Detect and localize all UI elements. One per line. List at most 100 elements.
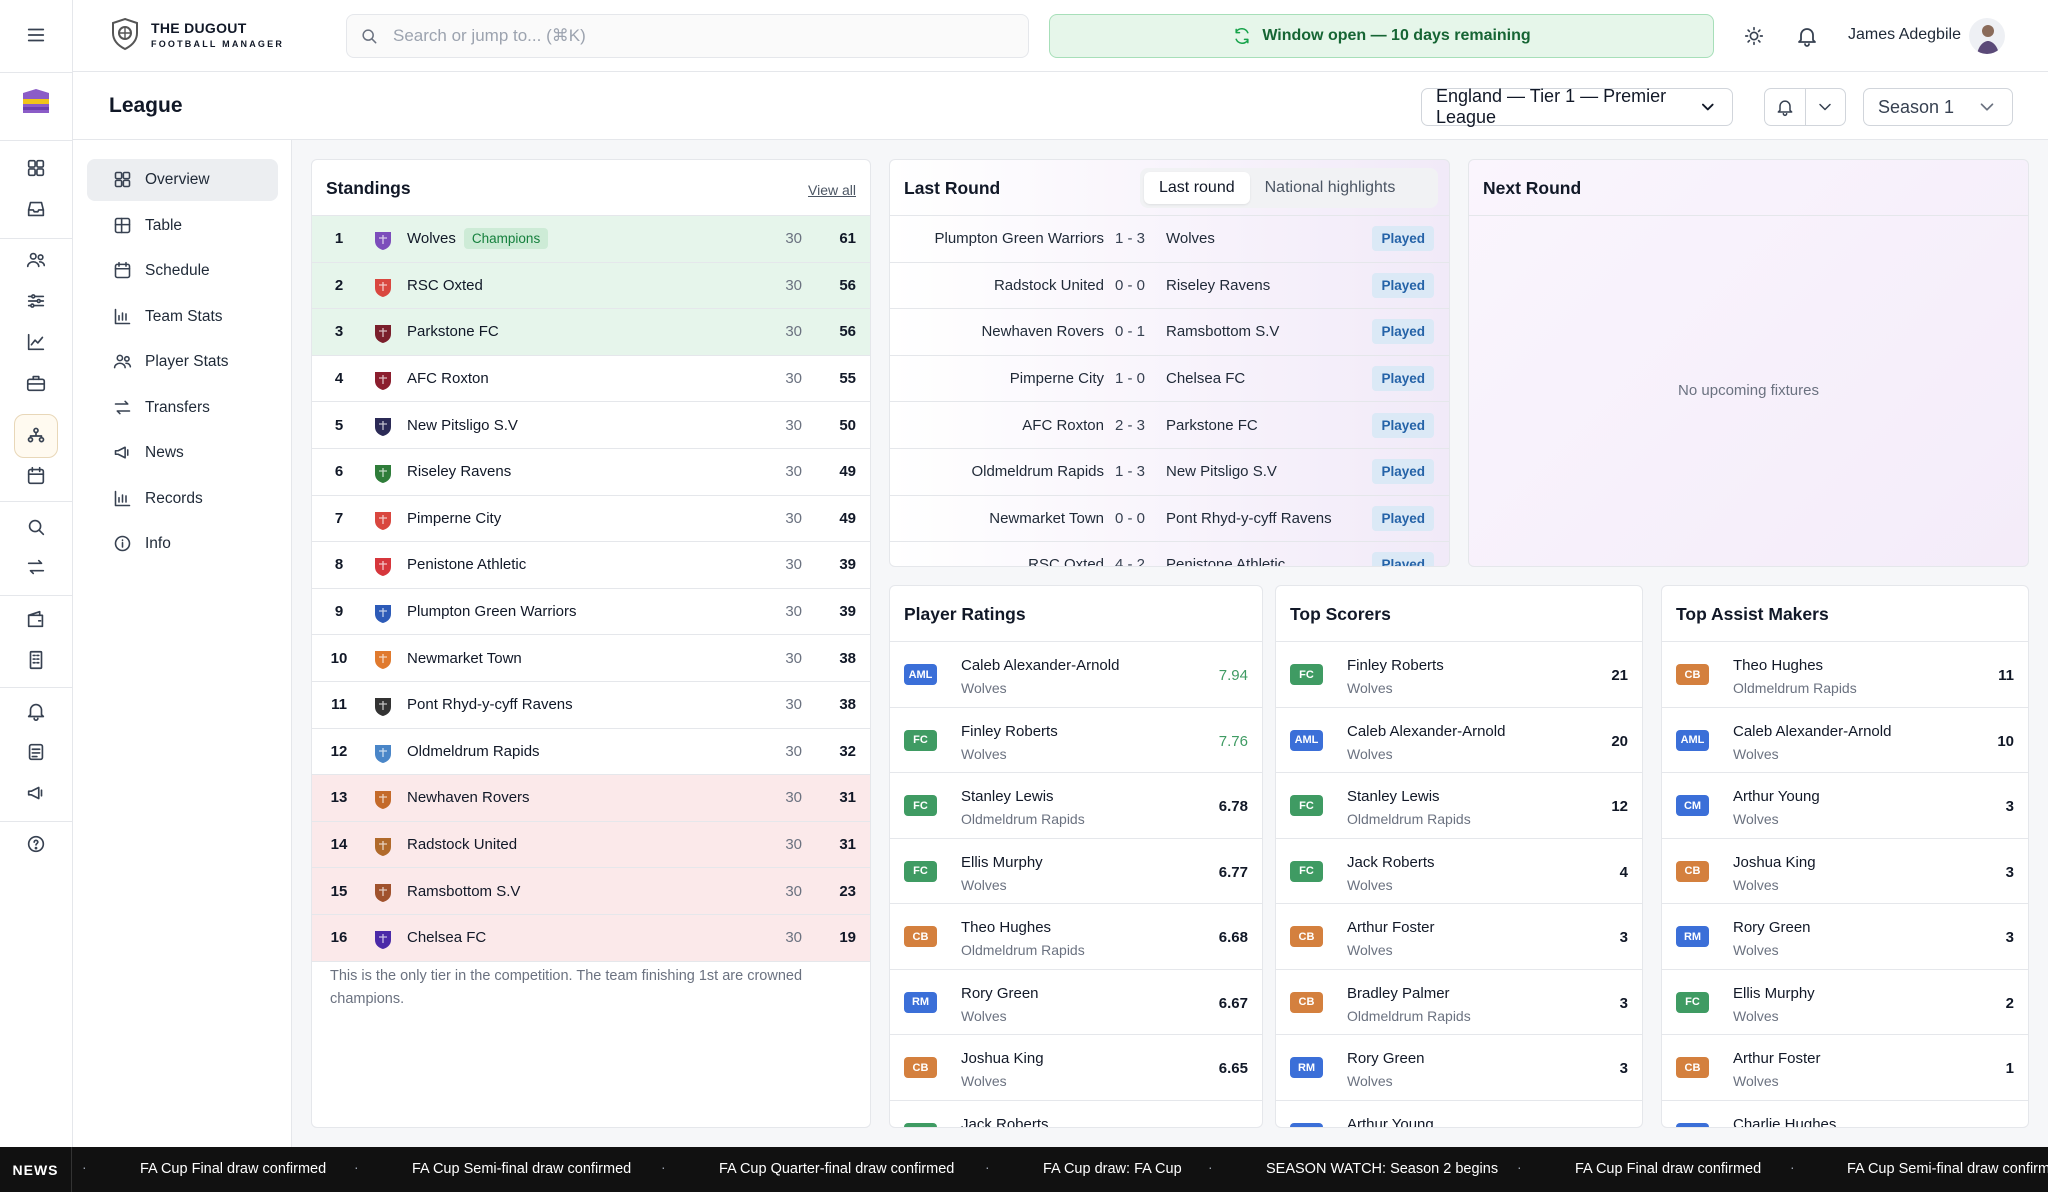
league-select[interactable]: England — Tier 1 — Premier League — [1421, 86, 1733, 127]
ticker-item[interactable]: SEASON WATCH: Season 2 begins — [1266, 1161, 1499, 1177]
match-row[interactable]: Oldmeldrum Rapids 1 - 3 New Pitsligo S.V Pl… — [890, 449, 1449, 496]
standings-row[interactable]: 16 Chelsea FC 30 19 — [312, 915, 870, 962]
ticker-item[interactable]: FA Cup Final draw confirmed — [1575, 1161, 1762, 1177]
nav-overview[interactable]: Overview — [87, 159, 278, 201]
search-bar[interactable] — [346, 14, 1029, 58]
player-row[interactable]: RM Rory Green Wolves 6.67 — [890, 970, 1262, 1035]
player-row[interactable]: CB Theo Hughes Oldmeldrum Rapids 11 — [1662, 642, 2028, 708]
player-row[interactable]: FC Jack Roberts — [890, 1101, 1262, 1127]
standings-row[interactable]: 14 Radstock United 30 31 — [312, 821, 870, 869]
match-row[interactable]: Pimperne City 1 - 0 Chelsea FC Played — [890, 356, 1449, 403]
player-row[interactable]: AML Caleb Alexander-Arnold Wolves 10 — [1662, 708, 2028, 773]
brand-logo[interactable]: THE DUGOUT FOOTBALL MANAGER — [109, 17, 284, 51]
ticker-item[interactable]: FA Cup Semi-final draw confirmed — [412, 1161, 632, 1177]
match-row[interactable]: Newmarket Town 0 - 0 Pont Rhyd-y-cyff Rave… — [890, 496, 1449, 543]
nav-transfers[interactable]: Transfers — [87, 387, 278, 429]
ticker-item[interactable]: FA Cup Quarter-final draw confirmed — [719, 1161, 955, 1177]
standings-row[interactable]: 13 Newhaven Rovers 30 31 — [312, 775, 870, 822]
standings-row[interactable]: 1 Wolves Champions 30 61 — [312, 216, 870, 263]
stat-value: 11 — [1998, 667, 2014, 684]
dashboard-icon[interactable] — [0, 148, 72, 188]
nav-info[interactable]: Info — [87, 523, 278, 565]
squad-icon[interactable] — [0, 240, 72, 280]
no-fixtures-message: No upcoming fixtures — [1678, 382, 1819, 399]
player-row[interactable]: CM Arthur Young — [1276, 1101, 1642, 1127]
ticker-item[interactable]: FA Cup Final draw confirmed — [140, 1161, 327, 1177]
tab-last-round[interactable]: Last round — [1144, 172, 1250, 204]
standings-row[interactable]: 2 RSC Oxted 30 56 — [312, 262, 870, 310]
notifications-bell-icon[interactable] — [1795, 24, 1819, 48]
transfers-icon[interactable] — [0, 547, 72, 587]
nav-records[interactable]: Records — [87, 478, 278, 520]
help-icon[interactable] — [0, 824, 72, 864]
standings-row[interactable]: 9 Plumpton Green Warriors 30 39 — [312, 589, 870, 636]
match-row[interactable]: Newhaven Rovers 0 - 1 Ramsbottom S.V Played — [890, 309, 1449, 356]
standings-row[interactable]: 3 Parkstone FC 30 56 — [312, 309, 870, 356]
standings-row[interactable]: 15 Ramsbottom S.V 30 23 — [312, 868, 870, 915]
player-row[interactable]: FC Stanley Lewis Oldmeldrum Rapids 12 — [1276, 773, 1642, 839]
player-row[interactable]: CB Arthur Foster Wolves 3 — [1276, 904, 1642, 970]
player-row[interactable]: CM Arthur Young Wolves 3 — [1662, 773, 2028, 839]
search-input[interactable] — [393, 26, 1028, 46]
news-megaphone-icon[interactable] — [0, 773, 72, 813]
player-row[interactable]: FC Finley Roberts Wolves 21 — [1276, 642, 1642, 708]
standings-row[interactable]: 10 Newmarket Town 30 38 — [312, 635, 870, 682]
ticker-item[interactable]: FA Cup Semi-final draw confirmed — [1847, 1161, 2048, 1177]
nav-table[interactable]: Table — [87, 205, 278, 247]
tactics-icon[interactable] — [0, 281, 72, 321]
standings-row[interactable]: 8 Penistone Athletic 30 39 — [312, 542, 870, 589]
player-row[interactable]: CB Joshua King Wolves 6.65 — [890, 1035, 1262, 1101]
season-select[interactable]: Season 1 — [1863, 88, 2013, 126]
standings-row[interactable]: 12 Oldmeldrum Rapids 30 32 — [312, 729, 870, 776]
player-row[interactable]: FC Finley Roberts Wolves 7.76 — [890, 708, 1262, 773]
menu-icon[interactable] — [0, 15, 72, 55]
player-row[interactable]: FC Ellis Murphy Wolves 2 — [1662, 970, 2028, 1035]
player-row[interactable]: CB Joshua King Wolves 3 — [1662, 839, 2028, 904]
league-crest-icon[interactable] — [0, 82, 72, 122]
inbox-icon[interactable] — [0, 189, 72, 229]
ticker-item[interactable]: FA Cup draw: FA Cup — [1043, 1161, 1182, 1177]
standings-row[interactable]: 4 AFC Roxton 30 55 — [312, 356, 870, 403]
standings-row[interactable]: 11 Pont Rhyd-y-cyff Ravens 30 38 — [312, 682, 870, 729]
player-row[interactable]: AML Charlie Hughes — [1662, 1101, 2028, 1127]
player-row[interactable]: AML Caleb Alexander-Arnold Wolves 7.94 — [890, 642, 1262, 708]
theme-toggle-sun-icon[interactable] — [1743, 25, 1765, 47]
standings-row[interactable]: 7 Pimperne City 30 49 — [312, 496, 870, 543]
league-notify-button[interactable] — [1765, 89, 1806, 125]
player-row[interactable]: FC Jack Roberts Wolves 4 — [1276, 839, 1642, 904]
user-avatar[interactable] — [1969, 18, 2005, 54]
nav-team-stats[interactable]: Team Stats — [87, 296, 278, 338]
scouting-search-icon[interactable] — [0, 507, 72, 547]
calendar-icon[interactable] — [0, 456, 72, 496]
notifications-icon[interactable] — [0, 691, 72, 731]
tab-national-highlights[interactable]: National highlights — [1264, 179, 1396, 196]
league-notify-dropdown[interactable] — [1806, 89, 1846, 125]
analytics-icon[interactable] — [0, 322, 72, 362]
nav-schedule[interactable]: Schedule — [87, 250, 278, 292]
player-row[interactable]: FC Ellis Murphy Wolves 6.77 — [890, 839, 1262, 904]
player-name: Joshua King — [961, 1050, 1044, 1067]
facilities-icon[interactable] — [0, 640, 72, 680]
standings-row[interactable]: 5 New Pitsligo S.V 30 50 — [312, 402, 870, 449]
user-name[interactable]: James Adegbile — [1848, 26, 1961, 43]
view-all-link[interactable]: View all — [808, 182, 856, 198]
match-row[interactable]: Radstock United 0 - 0 Riseley Ravens Played — [890, 263, 1449, 310]
match-row[interactable]: Plumpton Green Warriors 1 - 3 Wolves Played — [890, 216, 1449, 263]
match-row[interactable]: AFC Roxton 2 - 3 Parkstone FC Played — [890, 402, 1449, 449]
nav-player-stats[interactable]: Player Stats — [87, 341, 278, 383]
finances-icon[interactable] — [0, 363, 72, 403]
player-row[interactable]: RM Rory Green Wolves 3 — [1276, 1035, 1642, 1101]
transfer-window-status[interactable]: Window open — 10 days remaining — [1049, 14, 1714, 58]
player-row[interactable]: CB Arthur Foster Wolves 1 — [1662, 1035, 2028, 1101]
player-row[interactable]: AML Caleb Alexander-Arnold Wolves 20 — [1276, 708, 1642, 773]
wallet-icon[interactable] — [0, 599, 72, 639]
player-row[interactable]: CB Bradley Palmer Oldmeldrum Rapids 3 — [1276, 970, 1642, 1035]
match-row[interactable]: RSC Oxted 4 - 2 Penistone Athletic Played — [890, 542, 1449, 566]
reports-icon[interactable] — [0, 732, 72, 772]
player-row[interactable]: FC Stanley Lewis Oldmeldrum Rapids 6.78 — [890, 773, 1262, 839]
player-row[interactable]: CB Theo Hughes Oldmeldrum Rapids 6.68 — [890, 904, 1262, 970]
competitions-icon[interactable] — [0, 416, 72, 456]
nav-news[interactable]: News — [87, 432, 278, 474]
standings-row[interactable]: 6 Riseley Ravens 30 49 — [312, 449, 870, 496]
player-row[interactable]: RM Rory Green Wolves 3 — [1662, 904, 2028, 970]
